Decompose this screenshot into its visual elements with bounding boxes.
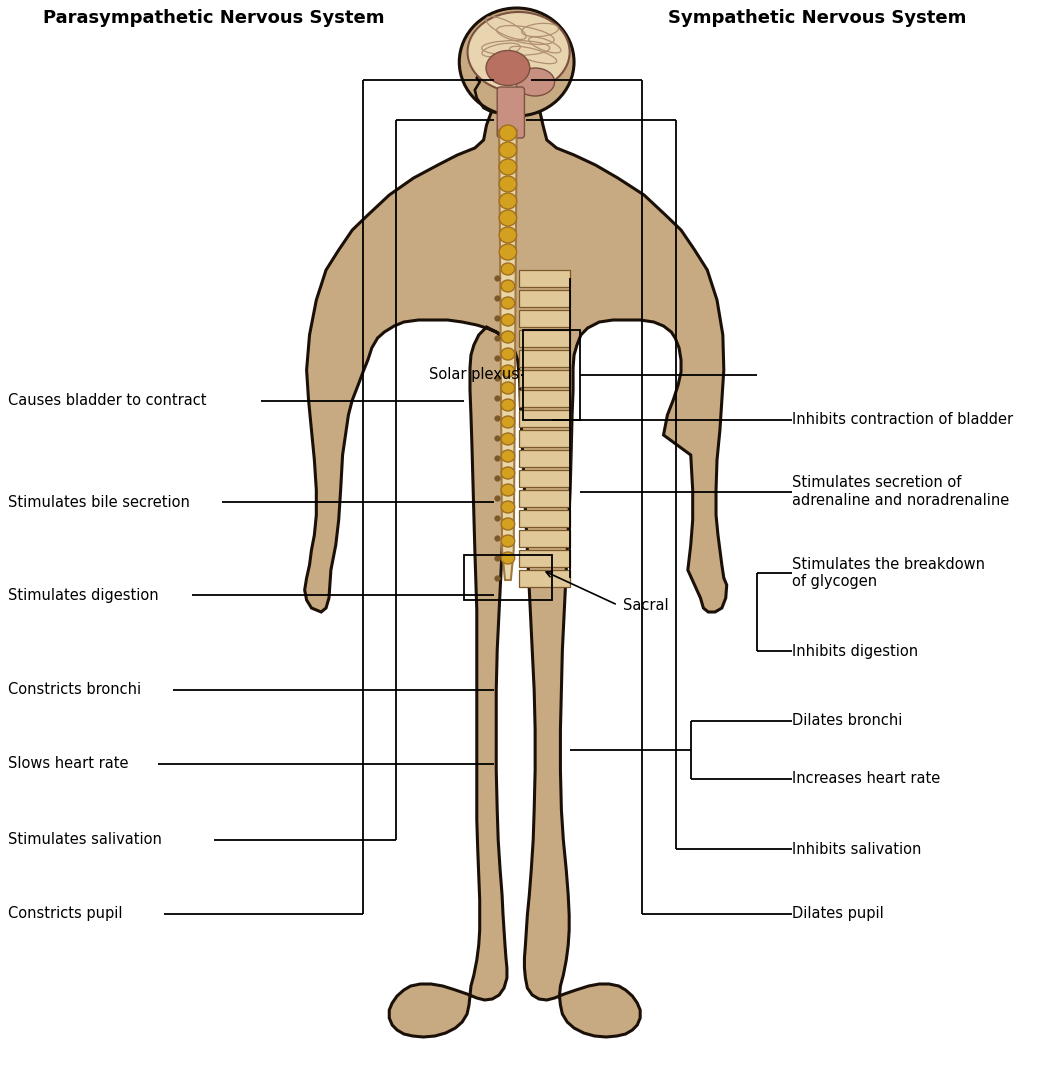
Bar (524, 330, 580, 420)
Text: Stimulates salivation: Stimulates salivation (8, 832, 161, 847)
Text: Stimulates bile secretion: Stimulates bile secretion (8, 495, 190, 510)
Text: Increases heart rate: Increases heart rate (792, 771, 940, 786)
Ellipse shape (501, 263, 515, 275)
Ellipse shape (516, 67, 554, 96)
Text: Slows heart rate: Slows heart rate (8, 756, 129, 771)
Ellipse shape (501, 536, 515, 547)
Ellipse shape (499, 193, 516, 209)
FancyBboxPatch shape (497, 87, 525, 138)
Bar (518, 510, 570, 527)
Ellipse shape (501, 399, 515, 411)
Text: Stimulates secretion of
adrenaline and noradrenaline: Stimulates secretion of adrenaline and n… (792, 476, 1009, 508)
Ellipse shape (499, 176, 516, 192)
Bar (518, 530, 570, 547)
Ellipse shape (459, 7, 575, 116)
Bar (518, 270, 570, 287)
Ellipse shape (501, 501, 515, 513)
Ellipse shape (501, 297, 515, 310)
Text: Inhibits contraction of bladder: Inhibits contraction of bladder (792, 412, 1013, 427)
Text: Inhibits digestion: Inhibits digestion (792, 644, 918, 659)
Bar (518, 390, 570, 407)
Ellipse shape (499, 125, 516, 141)
Ellipse shape (501, 518, 515, 530)
Polygon shape (499, 130, 516, 580)
Bar (518, 570, 570, 587)
Bar (518, 491, 570, 507)
Ellipse shape (501, 450, 515, 462)
Bar (518, 350, 570, 367)
Ellipse shape (501, 484, 515, 496)
Ellipse shape (499, 159, 516, 175)
Text: Inhibits salivation: Inhibits salivation (792, 842, 921, 857)
Ellipse shape (499, 244, 516, 260)
Ellipse shape (501, 552, 515, 564)
Text: Stimulates digestion: Stimulates digestion (8, 588, 158, 603)
Bar (518, 410, 570, 427)
Bar (518, 290, 570, 307)
Text: Constricts pupil: Constricts pupil (8, 906, 122, 921)
Ellipse shape (501, 433, 515, 444)
Polygon shape (305, 112, 726, 1037)
Bar (464, 555, 551, 600)
Ellipse shape (486, 50, 530, 86)
Ellipse shape (499, 227, 516, 243)
Ellipse shape (501, 348, 515, 360)
Ellipse shape (501, 365, 515, 377)
Text: Dilates pupil: Dilates pupil (792, 906, 884, 921)
Ellipse shape (499, 142, 516, 159)
Ellipse shape (501, 416, 515, 428)
Text: Solar plexus: Solar plexus (429, 367, 518, 382)
Ellipse shape (501, 382, 515, 394)
Bar (518, 550, 570, 567)
Ellipse shape (501, 280, 515, 292)
Ellipse shape (501, 331, 515, 343)
Ellipse shape (501, 314, 515, 326)
Bar (518, 450, 570, 467)
Text: Parasympathetic Nervous System: Parasympathetic Nervous System (44, 9, 384, 27)
Bar (518, 330, 570, 347)
Text: Dilates bronchi: Dilates bronchi (792, 713, 903, 728)
Ellipse shape (501, 467, 515, 479)
Bar (518, 429, 570, 447)
Text: Stimulates the breakdown
of glycogen: Stimulates the breakdown of glycogen (792, 557, 984, 589)
Text: Causes bladder to contract: Causes bladder to contract (8, 393, 206, 408)
Text: Sympathetic Nervous System: Sympathetic Nervous System (668, 9, 966, 27)
Ellipse shape (467, 12, 569, 92)
Text: Sacral: Sacral (622, 598, 668, 613)
Ellipse shape (499, 210, 516, 226)
Bar (518, 470, 570, 487)
Bar (518, 369, 570, 387)
Bar (518, 310, 570, 327)
Text: Constricts bronchi: Constricts bronchi (8, 682, 141, 697)
